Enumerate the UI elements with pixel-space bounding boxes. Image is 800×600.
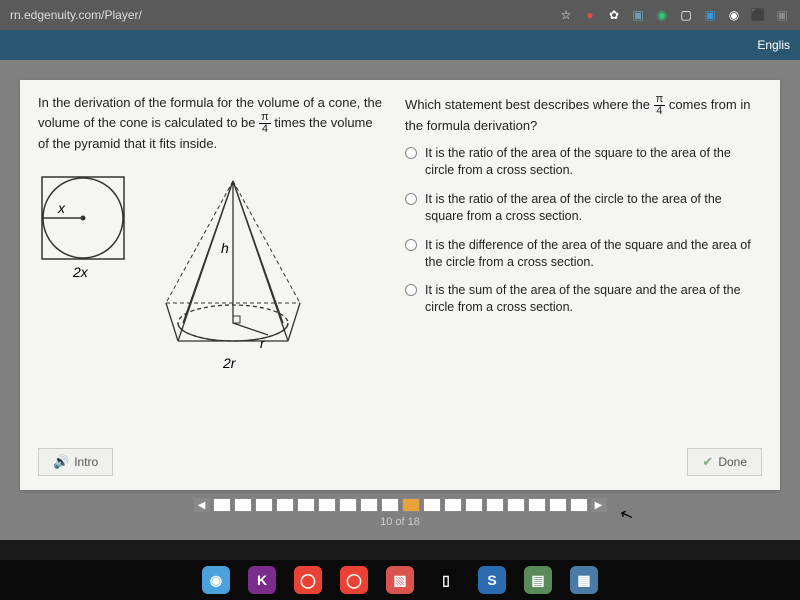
taskbar-app-1[interactable]: K	[248, 566, 276, 594]
option-text: It is the ratio of the area of the circl…	[425, 191, 762, 225]
right-prompt: Which statement best describes where the…	[405, 94, 762, 135]
left-prompt: In the derivation of the formula for the…	[38, 94, 385, 153]
progress-box-10[interactable]	[402, 498, 420, 512]
radio-icon[interactable]	[405, 193, 417, 205]
progress-label: 10 of 18	[10, 516, 790, 528]
done-button[interactable]: ✔ Done	[687, 448, 762, 476]
option-text: It is the difference of the area of the …	[425, 237, 762, 271]
label-2x: 2x	[72, 264, 89, 280]
button-row: 🔊 Intro ✔ Done	[38, 448, 762, 476]
browser-ext-icon[interactable]: ◉	[654, 7, 670, 23]
progress-box-17[interactable]	[549, 498, 567, 512]
page-header: Englis	[0, 30, 800, 60]
taskbar-app-2[interactable]: ◯	[294, 566, 322, 594]
label-2r: 2r	[222, 355, 237, 371]
option-2[interactable]: It is the ratio of the area of the circl…	[405, 191, 762, 225]
speaker-icon: 🔊	[53, 454, 69, 470]
label-h: h	[221, 240, 229, 256]
diagram-row: x 2x	[38, 173, 385, 378]
progress-box-2[interactable]	[234, 498, 252, 512]
progress-box-13[interactable]	[465, 498, 483, 512]
taskbar-app-6[interactable]: S	[478, 566, 506, 594]
left-column: In the derivation of the formula for the…	[38, 94, 385, 378]
language-label[interactable]: Englis	[757, 38, 790, 52]
progress-box-6[interactable]	[318, 498, 336, 512]
check-icon: ✔	[702, 454, 713, 470]
browser-ext-icon[interactable]: ⬛	[750, 7, 766, 23]
browser-ext-icon[interactable]: ▣	[702, 7, 718, 23]
progress-bar: ◀▶	[10, 498, 790, 512]
options-list: It is the ratio of the area of the squar…	[405, 145, 762, 316]
taskbar-app-8[interactable]: ▦	[570, 566, 598, 594]
taskbar-app-4[interactable]: ▧	[386, 566, 414, 594]
progress-box-3[interactable]	[255, 498, 273, 512]
progress-box-4[interactable]	[276, 498, 294, 512]
radio-icon[interactable]	[405, 239, 417, 251]
taskbar-app-3[interactable]: ◯	[340, 566, 368, 594]
browser-ext-icon[interactable]: ◉	[726, 7, 742, 23]
progress-box-5[interactable]	[297, 498, 315, 512]
progress-box-8[interactable]	[360, 498, 378, 512]
browser-ext-icon[interactable]: ☆	[558, 7, 574, 23]
square-circle-svg: x 2x	[38, 173, 128, 283]
browser-ext-icon[interactable]: ▣	[630, 7, 646, 23]
option-text: It is the sum of the area of the square …	[425, 282, 762, 316]
radio-icon[interactable]	[405, 147, 417, 159]
label-x: x	[57, 200, 66, 216]
square-circle-diagram: x 2x	[38, 173, 128, 288]
progress-box-9[interactable]	[381, 498, 399, 512]
taskbar-app-5[interactable]: ▯	[432, 566, 460, 594]
browser-ext-icon[interactable]: ▢	[678, 7, 694, 23]
taskbar-app-7[interactable]: ▤	[524, 566, 552, 594]
progress-box-1[interactable]	[213, 498, 231, 512]
progress-box-7[interactable]	[339, 498, 357, 512]
browser-ext-icon[interactable]: ✿	[606, 7, 622, 23]
progress-box-11[interactable]	[423, 498, 441, 512]
option-1[interactable]: It is the ratio of the area of the squar…	[405, 145, 762, 179]
browser-icon-row: ☆ ● ✿ ▣ ◉ ▢ ▣ ◉ ⬛ ▣	[558, 7, 790, 23]
progress-box-16[interactable]	[528, 498, 546, 512]
browser-bar: rn.edgenuity.com/Player/ ☆ ● ✿ ▣ ◉ ▢ ▣ ◉ ⬛ ▣	[0, 0, 800, 30]
progress-box-18[interactable]	[570, 498, 588, 512]
prev-arrow[interactable]: ◀	[194, 498, 210, 512]
right-column: Which statement best describes where the…	[405, 94, 762, 378]
option-4[interactable]: It is the sum of the area of the square …	[405, 282, 762, 316]
url-text: rn.edgenuity.com/Player/	[10, 8, 142, 22]
intro-button[interactable]: 🔊 Intro	[38, 448, 113, 476]
browser-ext-icon[interactable]: ▣	[774, 7, 790, 23]
next-arrow[interactable]: ▶	[591, 498, 607, 512]
progress-box-12[interactable]	[444, 498, 462, 512]
quiz-panel: In the derivation of the formula for the…	[20, 80, 780, 490]
fraction-pi-4-b: π 4	[654, 94, 666, 117]
cone-pyramid-diagram: h r 2r	[148, 173, 318, 378]
fraction-pi-4: π 4	[259, 112, 271, 135]
taskbar-app-0[interactable]: ◉	[202, 566, 230, 594]
browser-ext-icon[interactable]: ●	[582, 7, 598, 23]
progress-box-15[interactable]	[507, 498, 525, 512]
content-area: In the derivation of the formula for the…	[0, 60, 800, 540]
option-3[interactable]: It is the difference of the area of the …	[405, 237, 762, 271]
taskbar: ◉ K ◯ ◯ ▧ ▯ S ▤ ▦	[0, 560, 800, 600]
option-text: It is the ratio of the area of the squar…	[425, 145, 762, 179]
cone-svg: h r 2r	[148, 173, 318, 373]
radio-icon[interactable]	[405, 284, 417, 296]
progress-box-14[interactable]	[486, 498, 504, 512]
